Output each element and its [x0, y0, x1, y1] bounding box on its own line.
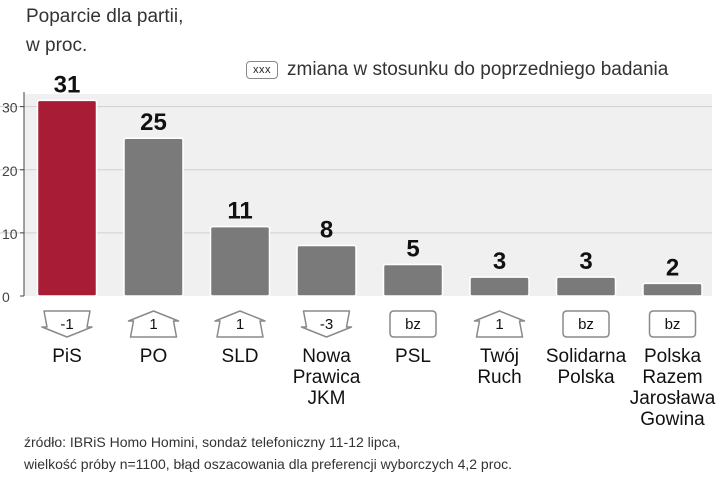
source-line-2: wielkość próby n=1100, błąd oszacowania … — [24, 456, 513, 472]
bar — [642, 282, 703, 297]
bar — [296, 244, 357, 297]
value-label: 11 — [227, 198, 252, 225]
title-line-2: w proc. — [26, 35, 88, 56]
value-label: 5 — [406, 235, 419, 262]
category-label: Solidarna — [546, 346, 627, 367]
legend-change-box: xxx — [246, 61, 278, 79]
change-indicator — [389, 310, 437, 338]
category-label: Twój — [480, 346, 519, 367]
change-label: -3 — [320, 316, 333, 333]
change-label: 1 — [236, 316, 244, 333]
title-line-1: Poparcie dla partii, — [26, 6, 184, 27]
y-tick-label: 20 — [2, 163, 18, 179]
value-label: 31 — [54, 71, 81, 98]
change-indicator — [562, 310, 610, 338]
source-line-1: źródło: IBRiS Homo Homini, sondaż telefo… — [24, 434, 401, 450]
y-tick-label: 0 — [2, 289, 10, 305]
change-label: bz — [665, 316, 681, 333]
value-label: 2 — [666, 254, 679, 281]
category-label: Nowa — [302, 346, 351, 367]
source-note: źródło: IBRiS Homo Homini, sondaż telefo… — [24, 431, 512, 475]
value-label: 3 — [579, 248, 592, 275]
value-label: 8 — [320, 217, 333, 244]
change-indicator — [473, 310, 526, 338]
category-label: Gowina — [640, 409, 705, 430]
bar — [209, 225, 271, 297]
y-tick-label: 10 — [2, 226, 18, 242]
chart-title: Poparcie dla partii, w proc. — [26, 2, 183, 60]
category-label: Polska — [644, 346, 701, 367]
change-label: bz — [578, 316, 594, 333]
change-label: 1 — [495, 316, 503, 333]
category-label: Razem — [642, 367, 702, 388]
bar — [469, 276, 530, 297]
category-label: PO — [140, 346, 167, 367]
y-tick-label: 30 — [2, 100, 18, 116]
category-label: Jarosława — [630, 388, 716, 409]
legend: xxx zmiana w stosunku do poprzedniego ba… — [246, 59, 668, 81]
legend-text: zmiana w stosunku do poprzedniego badani… — [287, 59, 669, 80]
bar — [382, 263, 444, 297]
category-label: Prawica — [293, 367, 361, 388]
value-label: 3 — [493, 248, 506, 275]
bar — [123, 137, 184, 297]
bar — [555, 276, 617, 297]
change-label: 1 — [149, 316, 157, 333]
change-label: bz — [405, 316, 421, 333]
category-label: Polska — [557, 367, 614, 388]
change-indicator — [300, 310, 353, 338]
value-label: 25 — [140, 109, 167, 136]
change-label: -1 — [60, 316, 73, 333]
change-indicator — [41, 310, 93, 338]
change-indicator — [127, 310, 180, 338]
category-label: JKM — [308, 388, 346, 409]
bar — [36, 99, 98, 297]
category-label: PSL — [395, 346, 431, 367]
change-indicator — [214, 310, 266, 338]
change-indicator — [648, 310, 697, 338]
category-label: SLD — [222, 346, 259, 367]
category-label: Ruch — [477, 367, 521, 388]
category-label: PiS — [52, 346, 82, 367]
